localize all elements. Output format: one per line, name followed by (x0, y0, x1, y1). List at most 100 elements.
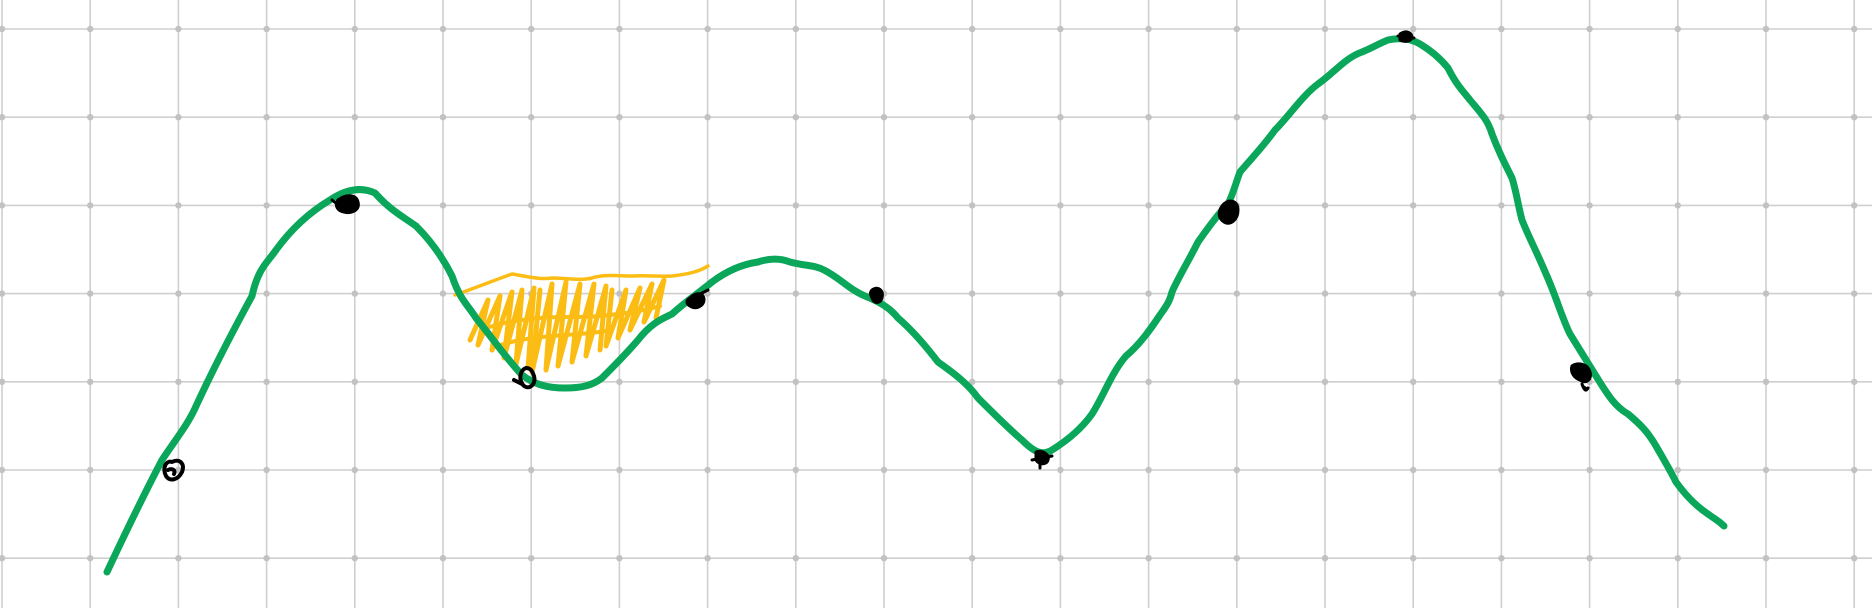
grid-dot (1498, 378, 1505, 385)
grid-dot (1233, 290, 1241, 297)
grid-dot (1586, 114, 1593, 121)
grid-dot (1851, 114, 1858, 121)
grid-dot (1586, 25, 1593, 33)
grid-dot (616, 202, 623, 209)
grid-dot (439, 378, 447, 385)
grid-dot (1233, 25, 1241, 33)
grid-dot (1498, 290, 1505, 297)
grid-dot (351, 378, 358, 385)
open-circle-icon (162, 458, 185, 482)
grid-dot (1762, 290, 1770, 297)
grid-dot (87, 466, 94, 474)
grid-dot (1498, 114, 1505, 121)
grid-dot (1498, 202, 1505, 209)
grid-dot (1233, 114, 1241, 121)
grid-dot (1145, 202, 1152, 209)
grid-dot (969, 466, 976, 474)
scribble-stroke (529, 279, 609, 375)
grid-dot (87, 114, 94, 121)
grid-dot (351, 555, 358, 562)
grid-dot (1674, 202, 1682, 209)
grid-dot (263, 202, 270, 209)
grid-dot (1762, 25, 1770, 33)
grid-dot (1851, 378, 1858, 385)
grid-dot (969, 25, 976, 33)
grid-dot (1410, 202, 1417, 209)
grid-dot (87, 378, 94, 385)
grid-dot (1321, 555, 1329, 562)
grid-dot (969, 555, 976, 562)
grid-dot (616, 114, 623, 121)
filled-dot-icon (1570, 362, 1592, 392)
grid-dot (175, 555, 182, 562)
grid-dot (1410, 378, 1417, 385)
grid-dot (969, 114, 976, 121)
grid-dot (1057, 466, 1064, 474)
grid-dot (1057, 378, 1064, 385)
grid-dot (969, 378, 976, 385)
shaded-region-outline (453, 264, 710, 297)
grid-dot (439, 25, 447, 33)
shaded-region-fill (467, 277, 667, 375)
grid-dot (528, 466, 535, 474)
grid-dot (1762, 466, 1770, 474)
grid-dot (1851, 202, 1858, 209)
grid-dot (175, 378, 182, 385)
grid-dot (1674, 555, 1682, 562)
grid-dot (1586, 290, 1593, 297)
grid-dot (0, 466, 6, 474)
grid-dot (616, 290, 623, 297)
grid-dot (351, 466, 358, 474)
grid-dot (263, 114, 270, 121)
grid-dot (439, 555, 447, 562)
grid-dot (1233, 466, 1241, 474)
grid-dot (792, 555, 799, 562)
grid-dot (263, 555, 270, 562)
open-circle-icon (512, 366, 537, 390)
grid-dot (175, 114, 182, 121)
scribble-stroke (480, 304, 662, 332)
grid-dot (528, 114, 535, 121)
filled-dot-icon (869, 286, 884, 304)
grid-dot (880, 378, 888, 385)
grid-dot (704, 466, 711, 474)
grid-dot (792, 378, 799, 385)
grid-dot (0, 290, 6, 297)
grid-dot (263, 25, 270, 33)
grid-dot (1410, 555, 1417, 562)
grid-dot (792, 466, 799, 474)
grid-dot (87, 202, 94, 209)
grid-dot (1674, 25, 1682, 33)
scribble-stroke (490, 328, 614, 350)
grid-dot (704, 378, 711, 385)
wavy-curve (103, 35, 1728, 576)
filled-dot-icon (1396, 30, 1416, 43)
grid-dot (87, 25, 94, 33)
grid-dot (704, 114, 711, 121)
grid-dot (87, 290, 94, 297)
grid-dot (1851, 555, 1858, 562)
grid-dot (351, 25, 358, 33)
grid-dot (1321, 378, 1329, 385)
grid-dot (528, 202, 535, 209)
grid-dot (1057, 555, 1064, 562)
grid-dot (1057, 114, 1064, 121)
grid-dot (792, 114, 799, 121)
grid-dot (1233, 378, 1241, 385)
point-markers (162, 30, 1592, 482)
grid-dot (1410, 25, 1417, 33)
grid-dot (1762, 202, 1770, 209)
grid-dot (439, 114, 447, 121)
grid-dot (1321, 466, 1329, 474)
grid-dot (528, 555, 535, 562)
grid-dot (175, 25, 182, 33)
shaded-region (453, 264, 710, 375)
grid-dot (880, 114, 888, 121)
grid-dot (880, 466, 888, 474)
grid-dot (792, 202, 799, 209)
grid-dot (1851, 25, 1858, 33)
grid-dot (1145, 25, 1152, 33)
